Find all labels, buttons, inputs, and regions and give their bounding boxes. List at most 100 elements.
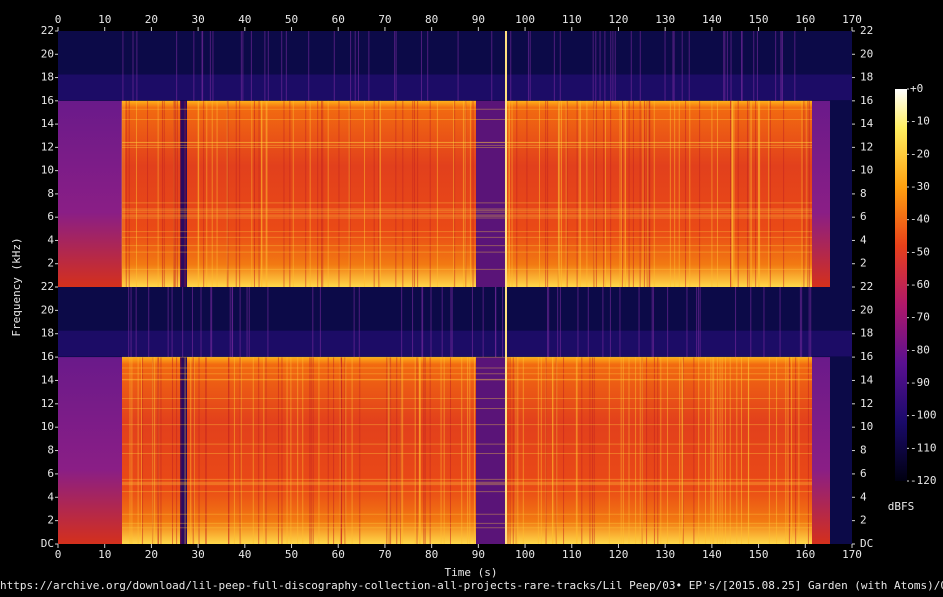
y-tick-label: 20 xyxy=(41,303,54,316)
colorbar-tick-label: -100 xyxy=(910,409,937,422)
region xyxy=(812,100,830,288)
x-tick-label: 80 xyxy=(425,13,438,26)
spectrogram-image xyxy=(58,31,852,544)
region xyxy=(58,100,122,288)
colorbar-tick-label: -50 xyxy=(910,245,930,258)
x-tick-label: 140 xyxy=(702,13,722,26)
y-tick-label: 4 xyxy=(860,490,867,503)
y-tick-label: 22 xyxy=(860,24,873,37)
y-tick-label: 16 xyxy=(41,350,54,363)
x-tick-label: 70 xyxy=(378,548,391,561)
y-tick-label: 12 xyxy=(860,140,873,153)
y-tick-label: 14 xyxy=(41,373,55,386)
x-tick-label: 0 xyxy=(55,548,62,561)
colorbar-tick-label: -70 xyxy=(910,311,930,324)
y-tick-label: 2 xyxy=(860,257,867,270)
x-tick-label: 130 xyxy=(655,548,675,561)
y-tick-label: 22 xyxy=(860,280,873,293)
x-tick-label: 60 xyxy=(332,13,345,26)
y-tick-label: 12 xyxy=(41,397,54,410)
y-tick-label: 10 xyxy=(41,164,54,177)
colorbar-tick-label: -80 xyxy=(910,343,930,356)
colorbar-tick-label: +0 xyxy=(910,82,923,95)
x-tick-label: 130 xyxy=(655,13,675,26)
y-tick-label: DC xyxy=(860,537,873,550)
x-tick-label: 100 xyxy=(515,13,535,26)
x-tick-label: 90 xyxy=(472,13,485,26)
x-tick-label: 120 xyxy=(609,13,629,26)
colorbar-tick-label: -120 xyxy=(910,474,937,487)
x-tick-label: 20 xyxy=(145,548,158,561)
x-tick-label: 170 xyxy=(842,13,862,26)
region xyxy=(812,357,830,544)
y-tick-label: 16 xyxy=(860,94,873,107)
x-tick-label: 120 xyxy=(609,548,629,561)
region xyxy=(180,357,187,544)
x-tick-label: 160 xyxy=(795,13,815,26)
x-tick-label: 110 xyxy=(562,548,582,561)
colorbar-tick-label: -10 xyxy=(910,115,930,128)
colorbar-tick-label: -40 xyxy=(910,213,930,226)
x-tick-label: 80 xyxy=(425,548,438,561)
y-tick-label: DC xyxy=(41,537,54,550)
y-tick-label: 8 xyxy=(47,444,54,457)
region xyxy=(476,357,506,544)
colorbar xyxy=(895,89,907,481)
y-tick-label: 14 xyxy=(41,117,55,130)
y-tick-label: 16 xyxy=(860,350,873,363)
x-tick-label: 10 xyxy=(98,13,111,26)
x-tick-label: 150 xyxy=(749,548,769,561)
x-axis-label: Time (s) xyxy=(445,566,498,579)
region xyxy=(506,100,812,288)
colorbar-tick-label: -90 xyxy=(910,376,930,389)
y-tick-label: 20 xyxy=(860,303,873,316)
y-tick-label: 2 xyxy=(860,514,867,527)
region xyxy=(506,357,812,544)
background xyxy=(58,330,852,357)
y-tick-label: 8 xyxy=(47,187,54,200)
region xyxy=(187,357,476,544)
y-tick-label: 2 xyxy=(47,514,54,527)
y-tick-label: 18 xyxy=(41,71,54,84)
y-tick-label: 2 xyxy=(47,257,54,270)
region xyxy=(122,357,180,544)
x-tick-label: 140 xyxy=(702,548,722,561)
x-tick-label: 90 xyxy=(472,548,485,561)
caption: https://archive.org/download/lil-peep-fu… xyxy=(0,579,943,592)
y-tick-label: 8 xyxy=(860,187,867,200)
x-tick-label: 100 xyxy=(515,548,535,561)
y-tick-label: 10 xyxy=(860,420,873,433)
y-tick-label: 8 xyxy=(860,444,867,457)
y-axis-label: Frequency (kHz) xyxy=(10,237,23,336)
region xyxy=(187,100,476,288)
y-tick-label: 22 xyxy=(41,280,54,293)
region xyxy=(476,100,506,288)
y-tick-label: 16 xyxy=(41,94,54,107)
x-tick-label: 30 xyxy=(191,13,204,26)
y-tick-label: 18 xyxy=(41,327,54,340)
y-tick-label: 20 xyxy=(860,47,873,60)
y-tick-label: 6 xyxy=(47,210,54,223)
y-tick-label: 12 xyxy=(860,397,873,410)
y-tick-label: 12 xyxy=(41,140,54,153)
background xyxy=(58,74,852,101)
x-tick-label: 0 xyxy=(55,13,62,26)
x-tick-label: 40 xyxy=(238,13,251,26)
colorbar-tick-label: -20 xyxy=(910,147,930,160)
y-tick-label: 18 xyxy=(860,71,873,84)
x-tick-label: 110 xyxy=(562,13,582,26)
x-tick-label: 160 xyxy=(795,548,815,561)
y-tick-label: 6 xyxy=(860,467,867,480)
x-tick-label: 20 xyxy=(145,13,158,26)
y-tick-label: 10 xyxy=(41,420,54,433)
x-tick-label: 70 xyxy=(378,13,391,26)
x-tick-label: 40 xyxy=(238,548,251,561)
colorbar-label: dBFS xyxy=(888,500,915,513)
region xyxy=(180,100,187,288)
y-tick-label: 4 xyxy=(47,490,54,503)
x-tick-label: 10 xyxy=(98,548,111,561)
y-tick-label: 22 xyxy=(41,24,54,37)
y-tick-label: 6 xyxy=(860,210,867,223)
y-tick-label: 4 xyxy=(47,233,54,246)
